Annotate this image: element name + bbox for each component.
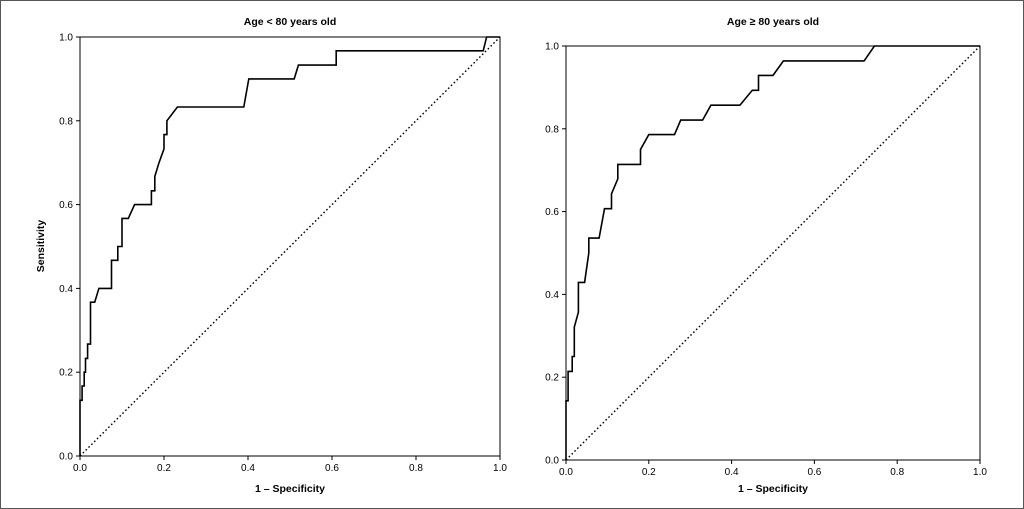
x-tick-label: 0.4 (725, 467, 739, 478)
x-axis-title: 1 – Specificity (255, 483, 325, 495)
x-tick-label: 0.0 (559, 467, 573, 478)
chart-title: Age ≥ 80 years old (727, 16, 819, 28)
x-axis-title: 1 – Specificity (738, 483, 808, 495)
y-axis-ticks: 0.0 0.2 0.4 0.6 0.8 1.0 (545, 42, 566, 467)
roc-curve-line (565, 45, 980, 460)
roc-curve-line (79, 36, 500, 456)
x-tick-label: 0.2 (157, 463, 171, 474)
y-tick-label: 0.2 (59, 368, 73, 379)
chart-title: Age < 80 years old (244, 16, 337, 28)
x-tick-label: 0.8 (409, 463, 423, 474)
x-tick-label: 0.4 (241, 463, 255, 474)
x-tick-label: 0.8 (890, 467, 904, 478)
x-axis-ticks: 0.0 0.2 0.4 0.6 0.8 1.0 (559, 460, 987, 478)
x-tick-label: 1.0 (973, 467, 987, 478)
series-group (79, 36, 501, 457)
y-tick-label: 0.6 (59, 200, 73, 211)
y-tick-label: 0.0 (545, 456, 559, 467)
x-tick-label: 0.0 (73, 463, 87, 474)
y-tick-label: 0.4 (59, 284, 73, 295)
y-tick-label: 1.0 (545, 42, 559, 53)
series-group (565, 45, 981, 461)
chart-panel-age-80-plus: Age ≥ 80 years old 0.0 0.2 0.4 0.6 0.8 1.0 0.… (545, 16, 987, 495)
y-tick-label: 1.0 (59, 33, 73, 44)
reference-diagonal-line (79, 36, 501, 457)
plot-area-border (79, 36, 501, 457)
x-tick-label: 0.6 (325, 463, 339, 474)
x-tick-label: 0.6 (807, 467, 821, 478)
y-tick-label: 0.2 (545, 373, 559, 384)
y-tick-label: 0.8 (59, 116, 73, 127)
y-axis-title: Sensitivity (35, 220, 47, 273)
x-axis-ticks: 0.0 0.2 0.4 0.6 0.8 1.0 (73, 456, 507, 474)
y-tick-label: 0.0 (59, 452, 73, 463)
y-axis-ticks: 0.0 0.2 0.4 0.6 0.8 1.0 (59, 33, 80, 463)
y-tick-label: 0.8 (545, 124, 559, 135)
y-tick-label: 0.4 (545, 290, 559, 301)
x-tick-label: 0.2 (642, 467, 656, 478)
chart-panel-age-under-80: Age < 80 years old 0.0 0.2 0.4 0.6 0.8 1.0 0.… (35, 16, 507, 495)
y-tick-label: 0.6 (545, 207, 559, 218)
reference-diagonal-line (565, 45, 981, 461)
plot-area-border (565, 45, 981, 461)
x-tick-label: 1.0 (493, 463, 507, 474)
